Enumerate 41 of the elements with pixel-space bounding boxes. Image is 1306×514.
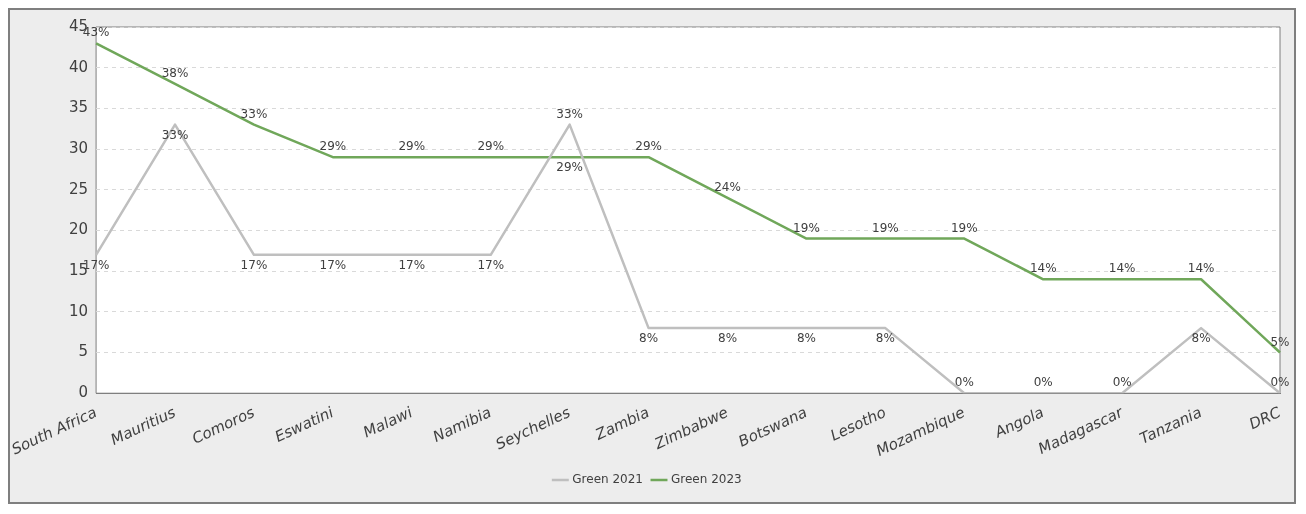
legend-label: Green 2021	[572, 472, 644, 487]
data-label: 0%	[1033, 375, 1053, 390]
data-label: 8%	[796, 331, 816, 346]
data-label: 14%	[1029, 261, 1057, 276]
data-label: 38%	[161, 66, 189, 81]
data-label: 19%	[950, 220, 978, 235]
x-tick-label: DRC	[1246, 403, 1284, 434]
data-label: 17%	[477, 258, 505, 272]
data-label: 17%	[398, 258, 426, 272]
data-label: 0%	[1270, 375, 1290, 390]
data-label: 19%	[872, 220, 899, 235]
y-tick-label: 20	[68, 220, 89, 239]
data-label: 8%	[1191, 331, 1211, 346]
data-label: 8%	[639, 331, 659, 346]
data-label: 29%	[319, 139, 347, 154]
data-label: 29%	[477, 139, 505, 154]
data-label: 8%	[717, 331, 738, 346]
y-tick-label: 10	[68, 301, 89, 320]
y-tick-label: 5	[78, 342, 89, 361]
y-tick-label: 40	[68, 57, 89, 76]
y-tick-label: 30	[68, 138, 89, 157]
data-label: 29%	[556, 160, 583, 175]
data-label: 17%	[319, 258, 347, 272]
data-label: 33%	[240, 106, 268, 121]
y-tick-label: 35	[68, 98, 89, 117]
data-label: 24%	[714, 180, 741, 195]
data-label: 5%	[1270, 334, 1290, 349]
data-label: 33%	[556, 106, 583, 121]
data-label: 29%	[635, 139, 662, 154]
data-label: 14%	[1187, 261, 1215, 276]
data-label: 8%	[875, 331, 895, 346]
data-label: 0%	[954, 375, 974, 390]
data-label: 29%	[398, 139, 426, 154]
data-label: 19%	[793, 220, 820, 235]
legend-label: Green 2023	[671, 472, 742, 487]
y-tick-label: 0	[78, 383, 89, 402]
data-label: 33%	[161, 127, 189, 142]
y-tick-label: 25	[68, 179, 89, 198]
data-label: 14%	[1108, 261, 1136, 276]
data-label: 17%	[240, 258, 268, 272]
data-label: 0%	[1112, 375, 1132, 390]
